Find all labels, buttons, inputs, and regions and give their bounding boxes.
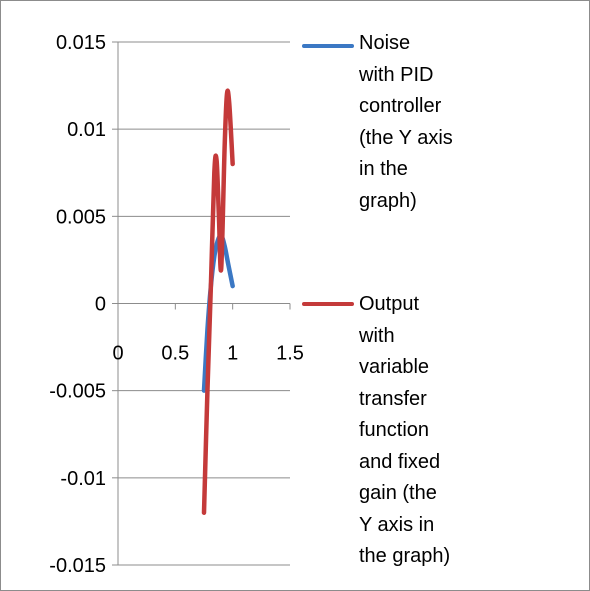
legend-label-line: variable	[359, 356, 430, 378]
legend-label-line: with	[359, 324, 395, 347]
legend-label-1: Noise with PID controller (the Y axis in the…	[359, 28, 453, 217]
legend-swatch-1	[302, 44, 354, 48]
legend-label-line: gain (the	[359, 482, 437, 504]
x-tick-label: 0	[112, 343, 123, 365]
x-tick-label: 1.5	[276, 343, 304, 365]
legend-label-line: with PID	[359, 63, 434, 86]
legend-label-line: the graph)	[359, 545, 451, 567]
series-line-2	[201, 88, 235, 515]
legend-label-line: Noise	[359, 32, 411, 54]
legend-label-line: Y axis in	[359, 513, 435, 536]
legend-label-line: transfer	[359, 387, 427, 410]
legend-label-line: Output	[359, 293, 420, 315]
legend-label-line: function	[359, 419, 430, 441]
y-tick-label: -0.01	[60, 468, 106, 490]
legend-label-line: in the	[359, 158, 408, 180]
x-tick-label: 1	[227, 343, 238, 365]
y-tick-label: -0.005	[49, 381, 106, 403]
legend-swatch-2	[302, 302, 354, 306]
legend-label-line: and fixed	[359, 450, 441, 473]
legend-label-line: graph)	[359, 189, 417, 212]
legend-label-line: (the Y axis	[359, 126, 453, 149]
y-tick-label: 0.015	[56, 32, 106, 54]
legend-label-line: controller	[359, 95, 442, 117]
y-tick-label: 0.01	[67, 119, 106, 141]
x-tick-label: 0.5	[161, 343, 189, 365]
legend-label-2: Output with variable transfer function and fi…	[359, 289, 450, 573]
y-tick-label: -0.015	[49, 555, 106, 577]
y-tick-label: 0.005	[56, 206, 106, 228]
y-tick-label: 0	[95, 294, 106, 316]
